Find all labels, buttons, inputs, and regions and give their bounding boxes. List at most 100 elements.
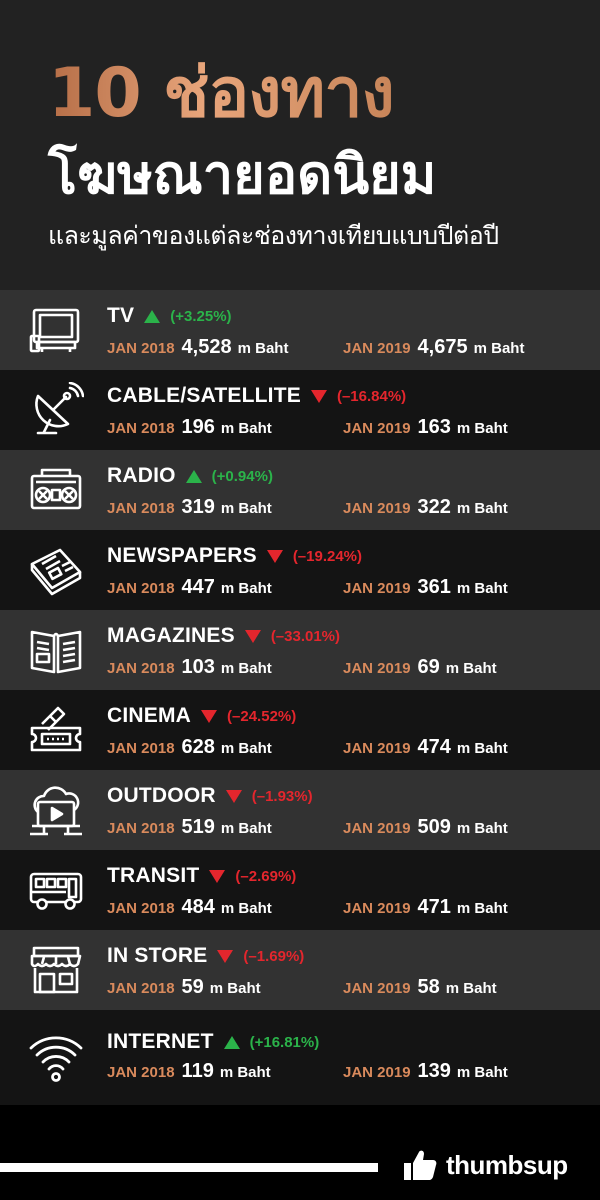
channel-header: RADIO (+0.94%): [107, 462, 273, 490]
change-percent: (+0.94%): [211, 467, 273, 485]
arrow-down-icon: [310, 389, 327, 403]
tv-icon: [28, 302, 84, 358]
year-label: JAN 2018: [107, 580, 175, 597]
page-title: 10 ช่องทาง: [48, 52, 395, 136]
year-label: JAN 2019: [343, 660, 411, 677]
channel-name: OUTDOOR: [107, 784, 216, 807]
magazine-icon: [28, 622, 84, 678]
channel-name: RADIO: [107, 464, 176, 487]
unit-label: m Baht: [456, 500, 508, 517]
change-percent: (–19.24%): [292, 547, 363, 565]
value-amount: 4,675: [417, 336, 468, 358]
unit-label: m Baht: [456, 420, 508, 437]
channel-name: NEWSPAPERS: [107, 544, 257, 567]
unit-label: m Baht: [456, 820, 508, 837]
value-amount: 4,528: [181, 336, 232, 358]
arrow-down-icon: [225, 789, 242, 803]
value-jan2018: JAN 2018 103 m Baht: [107, 656, 272, 682]
unit-label: m Baht: [209, 980, 261, 997]
page-title-line2: โฆษณายอดนิยม: [48, 143, 437, 206]
unit-label: m Baht: [445, 980, 497, 997]
year-label: JAN 2019: [343, 740, 411, 757]
change-percent: (–2.69%): [235, 867, 297, 885]
year-label: JAN 2018: [107, 1064, 175, 1081]
year-label: JAN 2018: [107, 340, 175, 357]
storefront-icon: [28, 942, 84, 998]
channel-row: IN STORE (–1.69%) JAN 2018 59 m Baht JAN 2019…: [0, 930, 600, 1010]
unit-label: m Baht: [219, 1064, 271, 1081]
value-jan2018: JAN 2018 447 m Baht: [107, 576, 272, 602]
value-amount: 519: [181, 816, 215, 838]
value-jan2019: JAN 2019 4,675 m Baht: [343, 336, 524, 362]
channel-header: IN STORE (–1.69%): [107, 942, 304, 970]
channel-header: CINEMA (–24.52%): [107, 702, 296, 730]
year-label: JAN 2019: [343, 580, 411, 597]
year-label: JAN 2019: [343, 900, 411, 917]
value-amount: 361: [417, 576, 451, 598]
footer: thumbsup: [0, 1105, 600, 1200]
value-jan2019: JAN 2019 139 m Baht: [343, 1060, 508, 1086]
thumbs-up-icon: [404, 1150, 437, 1180]
year-label: JAN 2019: [343, 420, 411, 437]
value-amount: 319: [181, 496, 215, 518]
channel-name: MAGAZINES: [107, 624, 235, 647]
header: 10 ช่องทาง โฆษณายอดนิยม และมูลค่าของแต่ล…: [0, 0, 600, 290]
unit-label: m Baht: [220, 500, 272, 517]
channel-header: TV (+3.25%): [107, 302, 232, 330]
channel-list: TV (+3.25%) JAN 2018 4,528 m Baht JAN 2019 4,6…: [0, 290, 600, 1106]
radio-icon: [28, 462, 84, 518]
arrow-up-icon: [185, 469, 202, 483]
value-amount: 196: [181, 416, 215, 438]
value-jan2018: JAN 2018 484 m Baht: [107, 896, 272, 922]
value-amount: 103: [181, 656, 215, 678]
arrow-up-icon: [223, 1035, 240, 1049]
unit-label: m Baht: [220, 820, 272, 837]
channel-header: TRANSIT (–2.69%): [107, 862, 296, 890]
channel-name: CINEMA: [107, 704, 192, 727]
arrow-down-icon: [217, 949, 234, 963]
channel-header: MAGAZINES (–33.01%): [107, 622, 340, 650]
channel-row: NEWSPAPERS (–19.24%) JAN 2018 447 m Baht JAN …: [0, 530, 600, 610]
page-subtitle: และมูลค่าของแต่ละช่องทางเทียบแบบปีต่อปี: [48, 221, 499, 250]
value-amount: 471: [417, 896, 451, 918]
unit-label: m Baht: [445, 660, 497, 677]
channel-name: CABLE/SATELLITE: [107, 384, 301, 407]
value-jan2019: JAN 2019 471 m Baht: [343, 896, 508, 922]
channel-name: TRANSIT: [107, 864, 200, 887]
year-label: JAN 2018: [107, 740, 175, 757]
brand-logo: thumbsup: [402, 1147, 568, 1183]
change-percent: (–24.52%): [227, 707, 297, 725]
value-amount: 474: [417, 736, 451, 758]
unit-label: m Baht: [456, 580, 508, 597]
arrow-down-icon: [201, 709, 218, 723]
value-amount: 447: [181, 576, 215, 598]
unit-label: m Baht: [456, 900, 508, 917]
value-jan2019: JAN 2019 58 m Baht: [343, 976, 497, 1002]
year-label: JAN 2019: [343, 500, 411, 517]
arrow-down-icon: [209, 869, 226, 883]
year-label: JAN 2018: [107, 820, 175, 837]
channel-row: INTERNET (+16.81%) JAN 2018 119 m Baht JAN 20…: [0, 1010, 600, 1106]
year-label: JAN 2018: [107, 500, 175, 517]
unit-label: m Baht: [220, 740, 272, 757]
value-jan2019: JAN 2019 509 m Baht: [343, 816, 508, 842]
change-percent: (–1.93%): [251, 787, 313, 805]
arrow-down-icon: [266, 549, 283, 563]
channel-row: RADIO (+0.94%) JAN 2018 319 m Baht JAN 2019 32…: [0, 450, 600, 530]
bus-icon: [28, 862, 84, 918]
value-amount: 322: [417, 496, 451, 518]
channel-row: MAGAZINES (–33.01%) JAN 2018 103 m Baht JAN 2…: [0, 610, 600, 690]
wifi-icon: [28, 1028, 84, 1084]
year-label: JAN 2018: [107, 900, 175, 917]
arrow-down-icon: [244, 629, 261, 643]
satellite-dish-icon: [28, 381, 85, 438]
value-amount: 139: [417, 1060, 451, 1082]
value-amount: 58: [417, 976, 440, 998]
value-amount: 59: [181, 976, 204, 998]
unit-label: m Baht: [220, 420, 272, 437]
channel-name: TV: [107, 304, 135, 327]
channel-row: CABLE/SATELLITE (–16.84%) JAN 2018 196 m Bah…: [0, 370, 600, 450]
value-jan2018: JAN 2018 119 m Baht: [107, 1060, 271, 1086]
channel-name: INTERNET: [107, 1030, 214, 1053]
brand-name: thumbsup: [446, 1149, 568, 1180]
